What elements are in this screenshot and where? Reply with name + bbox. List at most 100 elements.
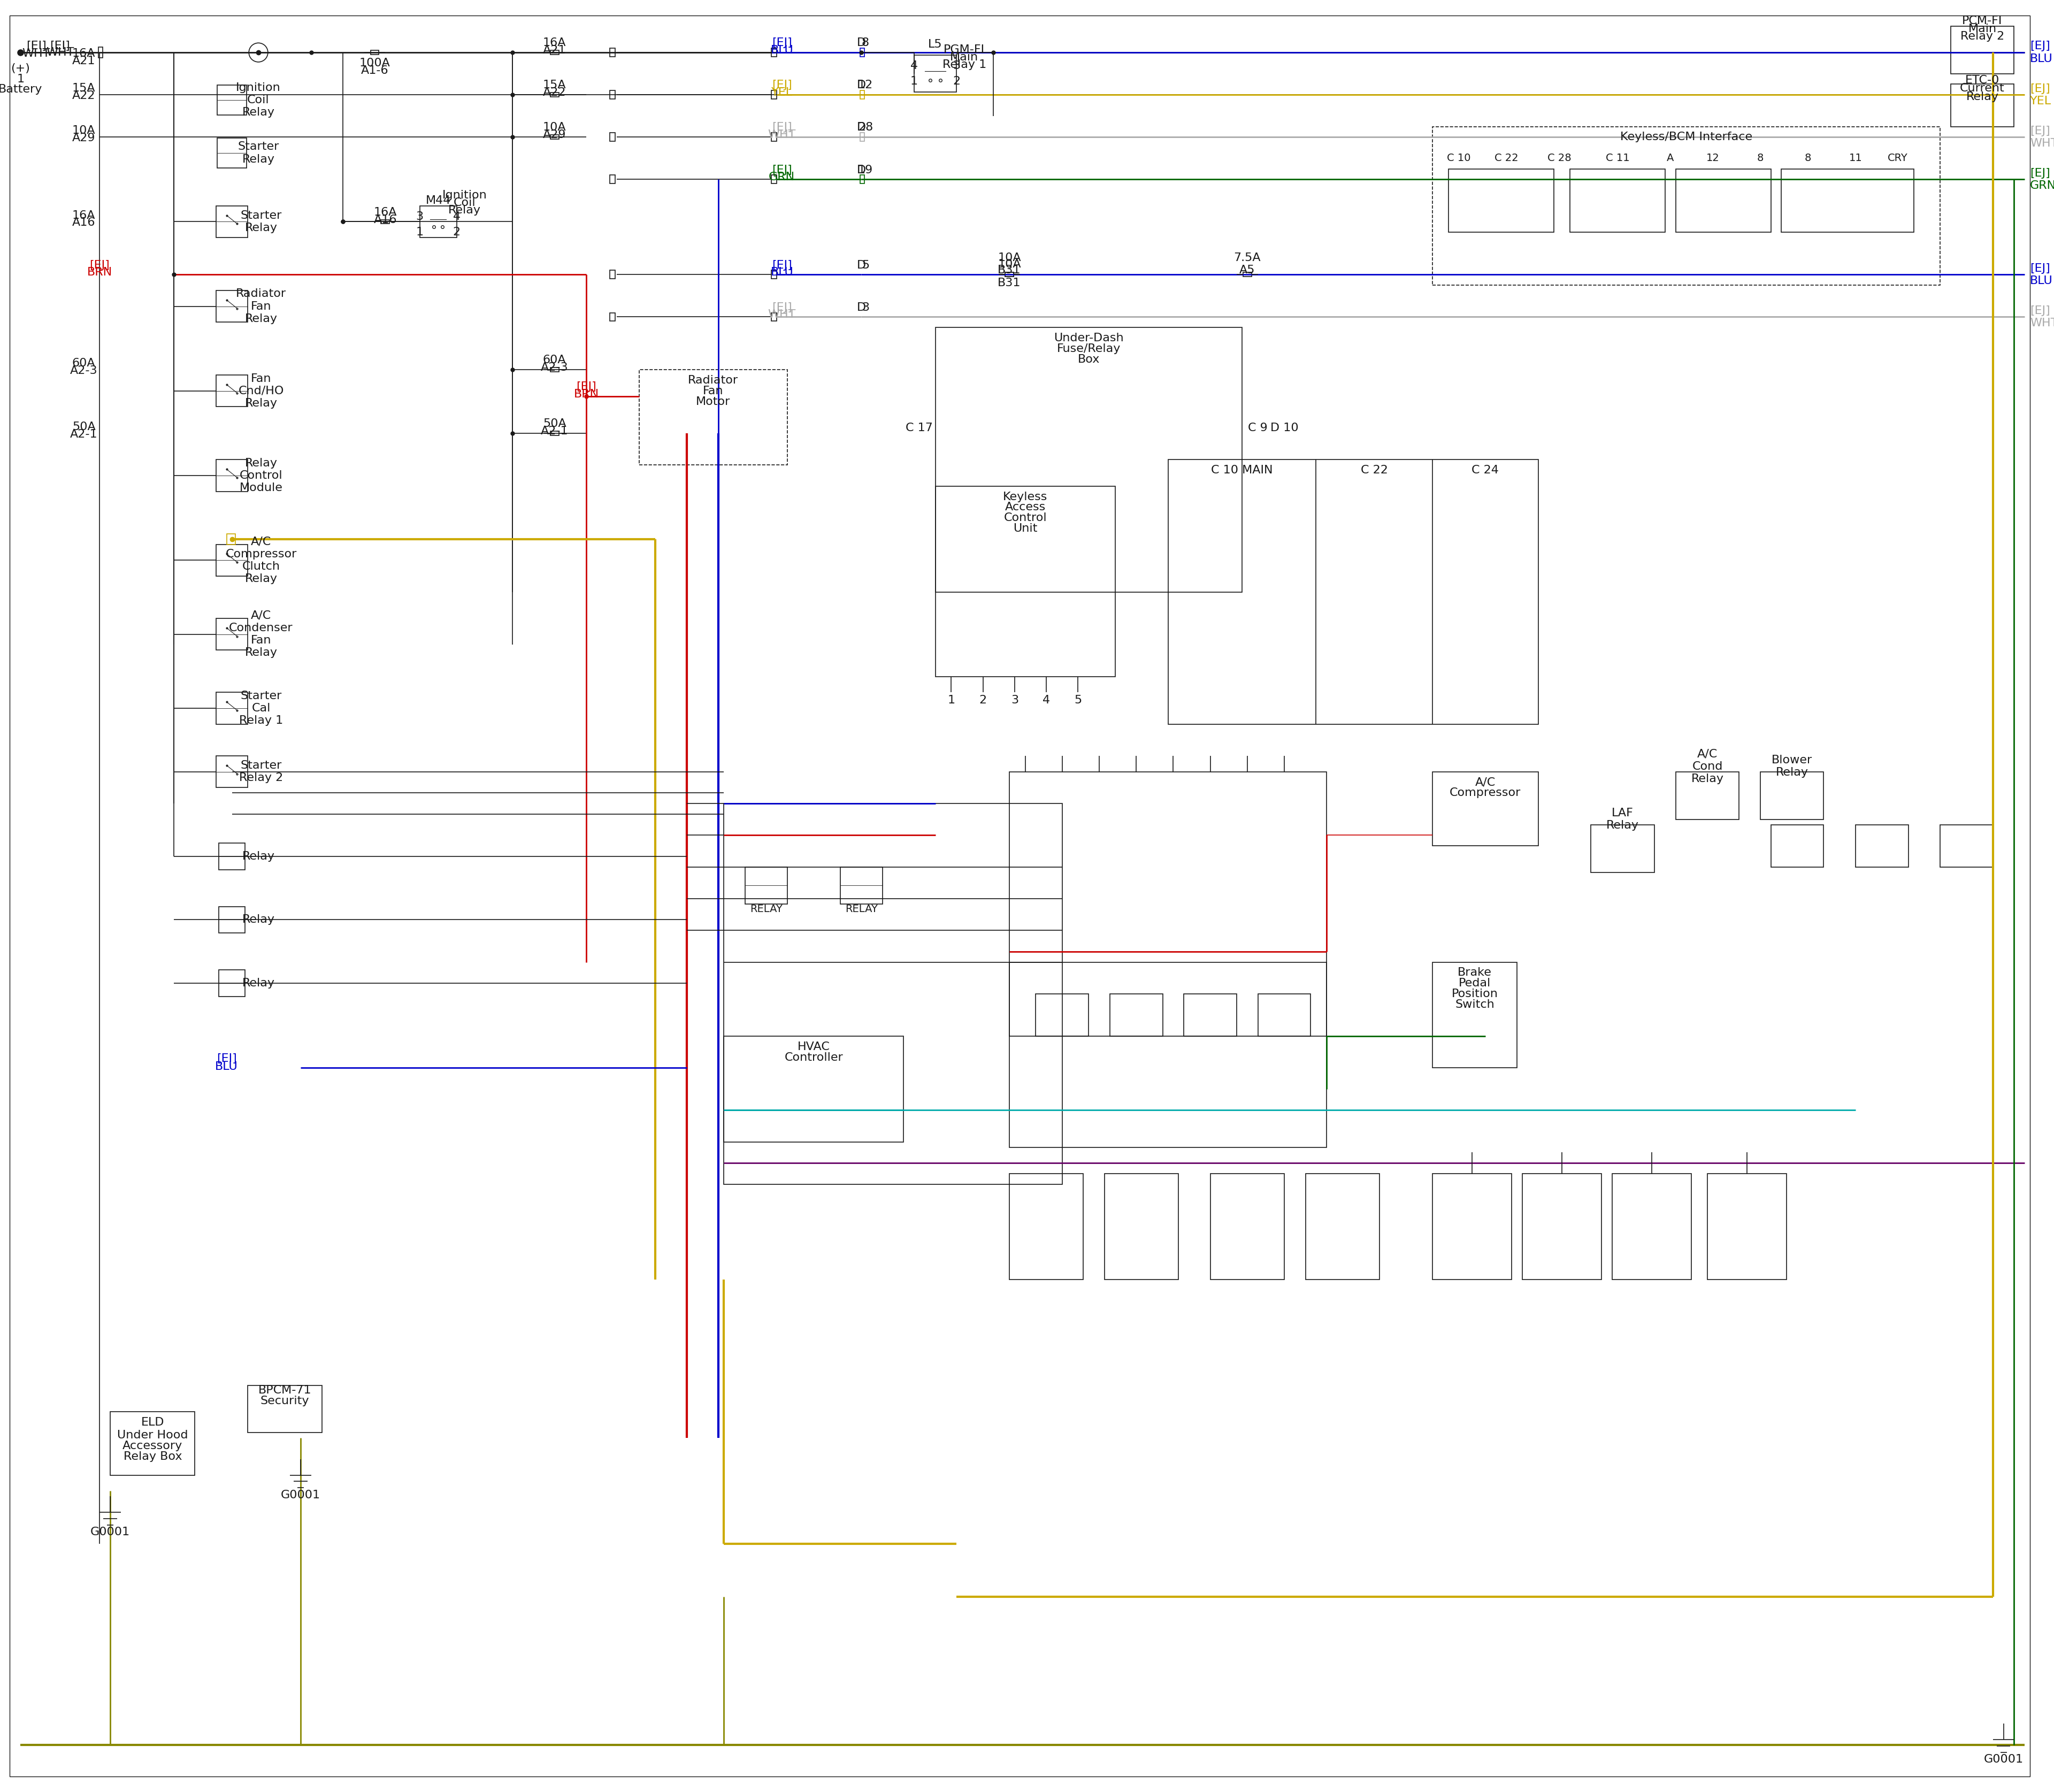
Text: C 11: C 11 xyxy=(1606,152,1629,163)
Text: 16A: 16A xyxy=(72,48,94,59)
Bar xyxy=(218,907,244,934)
Text: Access: Access xyxy=(1004,502,1045,513)
Text: 60A: 60A xyxy=(72,358,97,369)
Text: 2: 2 xyxy=(953,77,959,86)
Bar xyxy=(610,312,616,321)
Bar xyxy=(772,312,776,321)
Text: 3: 3 xyxy=(415,211,423,222)
Bar xyxy=(1707,1174,1787,1279)
Bar xyxy=(218,842,244,869)
Bar xyxy=(218,138,246,168)
Text: [EJ]: [EJ] xyxy=(772,81,793,91)
Bar xyxy=(1432,127,1941,285)
Bar xyxy=(370,50,378,54)
Text: Fan
Cnd/HO
Relay: Fan Cnd/HO Relay xyxy=(238,373,283,409)
Text: 5: 5 xyxy=(1074,695,1082,706)
Text: 1: 1 xyxy=(16,73,25,84)
Text: B31: B31 xyxy=(998,278,1021,289)
Bar xyxy=(249,1385,322,1434)
Text: Blower
Relay: Blower Relay xyxy=(1773,754,1812,778)
Text: D: D xyxy=(857,165,867,176)
Bar xyxy=(723,1036,904,1142)
Text: Under Hood: Under Hood xyxy=(117,1430,189,1441)
Bar xyxy=(1109,995,1163,1036)
Text: Keyless/BCM Interface: Keyless/BCM Interface xyxy=(1621,133,1752,142)
Text: C 10: C 10 xyxy=(1446,152,1471,163)
Text: 16A: 16A xyxy=(72,210,94,220)
Text: BRN: BRN xyxy=(573,389,600,400)
Bar xyxy=(746,867,787,903)
Text: Starter
Relay: Starter Relay xyxy=(238,142,279,165)
Bar xyxy=(1243,272,1251,276)
Text: 50A: 50A xyxy=(72,421,97,432)
Text: WHT: WHT xyxy=(768,129,795,140)
Text: ELD: ELD xyxy=(142,1417,164,1428)
Bar xyxy=(1432,1174,1512,1279)
Text: A22: A22 xyxy=(542,88,567,99)
Bar xyxy=(840,867,883,903)
Bar xyxy=(1855,824,1908,867)
Text: A2-3: A2-3 xyxy=(70,366,99,376)
Text: A/C
Condenser
Fan
Relay: A/C Condenser Fan Relay xyxy=(230,611,294,658)
Text: BRN: BRN xyxy=(86,267,113,278)
Text: Box: Box xyxy=(1078,353,1099,364)
Text: 8: 8 xyxy=(1805,152,1812,163)
Bar xyxy=(1210,1174,1284,1279)
Text: Motor: Motor xyxy=(696,396,731,407)
Text: D 10: D 10 xyxy=(1269,423,1298,434)
Text: Control: Control xyxy=(1004,513,1048,523)
Bar xyxy=(216,692,249,724)
Bar xyxy=(1676,772,1740,819)
Text: Starter
Relay: Starter Relay xyxy=(240,210,281,233)
Text: A16: A16 xyxy=(374,215,396,226)
Bar xyxy=(216,206,249,238)
Text: 15A: 15A xyxy=(72,82,97,93)
Bar xyxy=(935,486,1115,677)
Text: YEL: YEL xyxy=(770,88,793,99)
Bar xyxy=(772,133,776,142)
Bar xyxy=(861,176,865,183)
Text: G0001: G0001 xyxy=(281,1489,320,1500)
Bar xyxy=(216,461,249,491)
Bar xyxy=(610,91,616,99)
Bar xyxy=(610,176,616,183)
Bar xyxy=(382,220,390,224)
Bar xyxy=(772,91,776,99)
Text: Main: Main xyxy=(951,52,978,63)
Bar xyxy=(1760,772,1824,819)
Text: C 24: C 24 xyxy=(1471,464,1499,475)
Text: C 10 MAIN: C 10 MAIN xyxy=(1212,464,1273,475)
Bar xyxy=(1009,772,1327,1036)
Bar xyxy=(1781,168,1914,233)
Bar xyxy=(1432,962,1518,1068)
Text: 12: 12 xyxy=(859,81,873,91)
Text: Relay
Control
Module: Relay Control Module xyxy=(240,457,283,493)
Text: A22: A22 xyxy=(72,90,94,100)
Bar xyxy=(1676,168,1771,233)
Bar xyxy=(1009,962,1327,1147)
Text: BPCM-71: BPCM-71 xyxy=(259,1385,312,1396)
Text: A29: A29 xyxy=(72,133,94,143)
Text: (+): (+) xyxy=(10,63,31,73)
Bar xyxy=(1951,27,2015,73)
Text: A2-3: A2-3 xyxy=(540,362,569,373)
Text: 10A: 10A xyxy=(72,125,97,136)
Text: 4: 4 xyxy=(1043,695,1050,706)
Text: D: D xyxy=(857,81,867,91)
Bar xyxy=(550,432,559,435)
Text: [EI]: [EI] xyxy=(49,41,70,52)
Text: Relay Box: Relay Box xyxy=(123,1452,183,1462)
Text: BLU: BLU xyxy=(770,45,793,56)
Text: PCM-FI: PCM-FI xyxy=(1962,16,2003,27)
Text: Relay 2: Relay 2 xyxy=(1960,30,2005,41)
Text: 4: 4 xyxy=(910,61,918,72)
Text: 10A: 10A xyxy=(542,122,567,133)
Text: C 22: C 22 xyxy=(1360,464,1389,475)
Text: WHT: WHT xyxy=(768,310,795,321)
Text: WHT: WHT xyxy=(23,48,49,59)
Text: [EJ]: [EJ] xyxy=(772,165,793,176)
Text: A2-1: A2-1 xyxy=(540,426,569,437)
Text: [EI]: [EI] xyxy=(27,41,47,52)
Text: HVAC: HVAC xyxy=(797,1041,830,1052)
Bar xyxy=(550,367,559,373)
